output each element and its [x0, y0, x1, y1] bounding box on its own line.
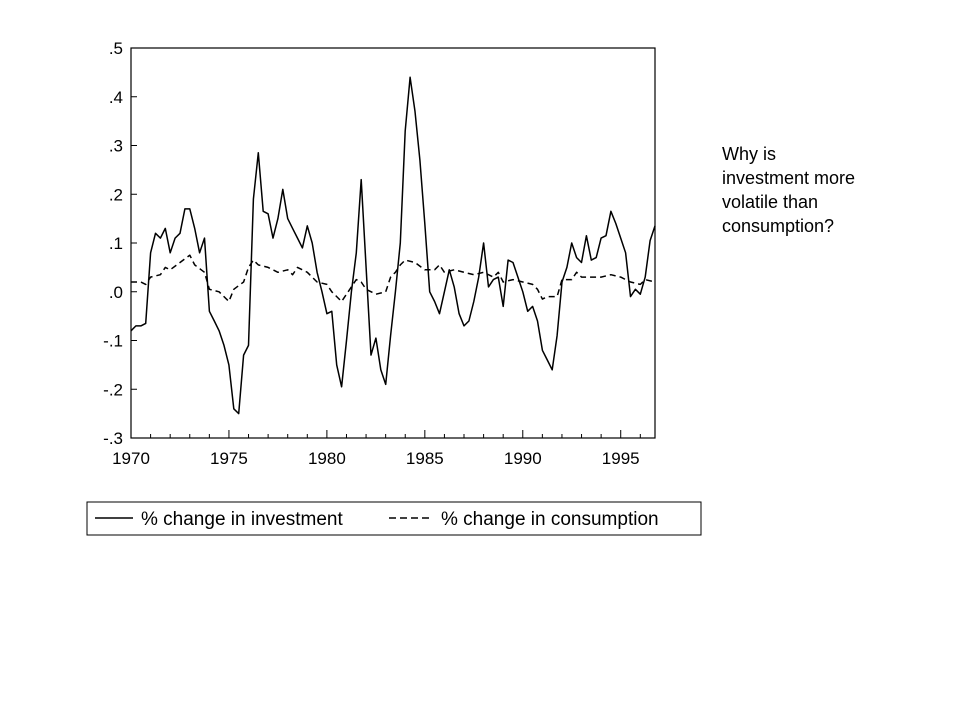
y-tick-label: .5	[109, 39, 123, 58]
y-tick-label: .2	[109, 185, 123, 204]
y-tick-label: .1	[109, 234, 123, 253]
x-tick-label: 1990	[504, 449, 542, 468]
consumption-series-line	[131, 254, 656, 303]
y-tick-label: -.1	[103, 332, 123, 351]
x-axis: 1970 1975 1980 1985 1990 1995	[112, 430, 641, 468]
legend-label-investment: % change in investment	[141, 509, 343, 530]
annotation-line: volatile than	[722, 192, 819, 212]
x-tick-label: 1975	[210, 449, 248, 468]
y-tick-label: -.3	[103, 429, 123, 448]
annotation-line: Why is	[722, 144, 776, 164]
legend: % change in investment % change in consu…	[86, 501, 702, 536]
y-tick-label: -.2	[103, 380, 123, 399]
legend-box	[86, 501, 702, 536]
x-tick-label: 1985	[406, 449, 444, 468]
series-layer	[130, 76, 656, 415]
x-tick-label: 1995	[602, 449, 640, 468]
x-tick-label: 1980	[308, 449, 346, 468]
annotation-question: Why is investment more volatile than con…	[722, 142, 922, 238]
x-tick-label: 1970	[112, 449, 150, 468]
y-tick-label: .3	[109, 137, 123, 156]
annotation-line: investment more	[722, 168, 856, 188]
investment-series-line	[130, 76, 656, 415]
plot-frame	[130, 47, 656, 439]
legend-label-consumption: % change in consumption	[441, 509, 659, 530]
y-tick-label: .0	[109, 283, 123, 302]
y-axis: -.3 -.2 -.1 .0 .1 .2 .3 .4 .5	[103, 39, 137, 448]
y-tick-label: .4	[109, 88, 123, 107]
annotation-line: consumption?	[722, 216, 835, 236]
